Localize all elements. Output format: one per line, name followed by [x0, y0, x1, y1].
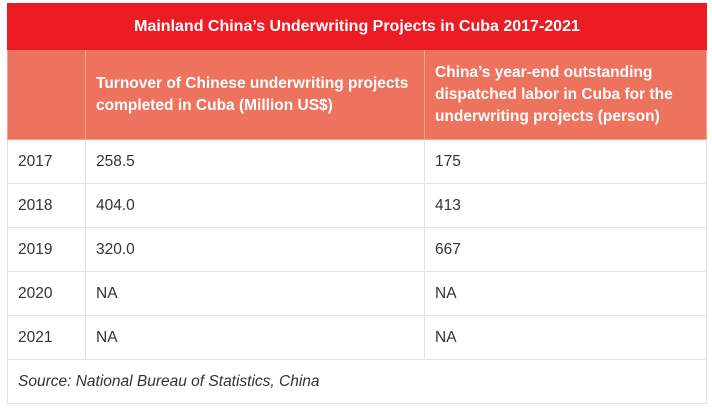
- labor-cell: 175: [423, 139, 708, 184]
- turnover-cell: NA: [85, 271, 425, 316]
- header-row: Turnover of Chinese underwriting project…: [7, 49, 708, 140]
- source-row: Source: National Bureau of Statistics, C…: [6, 359, 708, 404]
- column-header-labor: China’s year-end outstanding dispatched …: [423, 49, 708, 140]
- labor-cell: NA: [423, 271, 708, 316]
- turnover-cell: 320.0: [85, 227, 425, 272]
- data-table: Mainland China’s Underwriting Projects i…: [6, 3, 708, 404]
- table-row: 2021 NA NA: [7, 315, 708, 360]
- year-cell: 2020: [7, 271, 86, 316]
- column-header-year: [7, 49, 86, 140]
- labor-cell: 413: [423, 183, 708, 228]
- title-row: Mainland China’s Underwriting Projects i…: [6, 3, 708, 50]
- year-cell: 2018: [7, 183, 86, 228]
- year-cell: 2019: [7, 227, 86, 272]
- year-cell: 2021: [7, 315, 86, 360]
- table-container: Mainland China’s Underwriting Projects i…: [6, 3, 708, 404]
- year-cell: 2017: [7, 139, 86, 184]
- labor-cell: 667: [423, 227, 708, 272]
- table-row: 2017 258.5 175: [7, 139, 708, 184]
- table-row: 2019 320.0 667: [7, 227, 708, 272]
- table-row: 2018 404.0 413: [7, 183, 708, 228]
- table-row: 2020 NA NA: [7, 271, 708, 316]
- turnover-cell: NA: [85, 315, 425, 360]
- turnover-cell: 258.5: [85, 139, 425, 184]
- turnover-cell: 404.0: [85, 183, 425, 228]
- table-title: Mainland China’s Underwriting Projects i…: [6, 3, 708, 50]
- column-header-turnover: Turnover of Chinese underwriting project…: [85, 49, 425, 140]
- source-note: Source: National Bureau of Statistics, C…: [6, 359, 708, 404]
- labor-cell: NA: [423, 315, 708, 360]
